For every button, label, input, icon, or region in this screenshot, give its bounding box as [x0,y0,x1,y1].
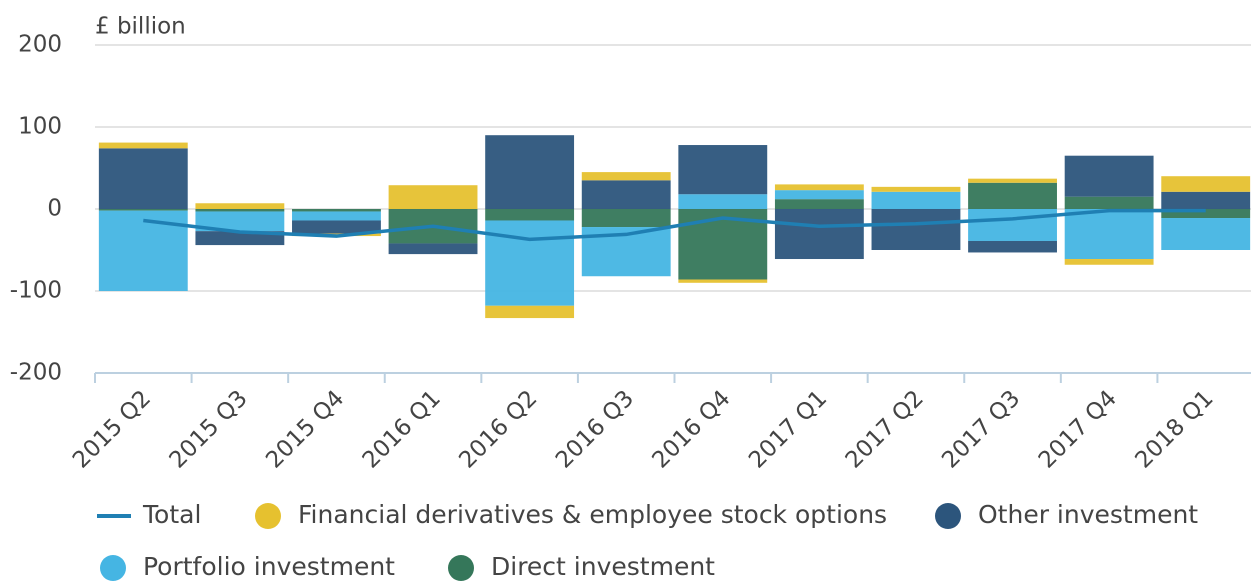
legend-label: Portfolio investment [143,552,395,581]
legend-marker [448,555,474,581]
line [143,208,1206,242]
bar [871,186,961,192]
x-tick-label: 2016 Q3 [551,385,639,473]
bar [678,194,768,209]
legend-label: Direct investment [491,552,715,581]
legend-label: Financial derivatives & employee stock o… [298,500,887,529]
y-tick-label: -100 [10,278,62,304]
x-tick-label: 2015 Q3 [165,385,253,473]
bar [1064,209,1154,260]
y-tick-label: 200 [18,32,62,58]
bar [678,145,768,195]
bar [388,243,478,255]
legend-marker [935,503,961,529]
bar [774,190,864,200]
bar [485,220,575,306]
legend-label: Total [142,500,201,529]
bar [968,178,1057,183]
bar [1161,176,1251,192]
bar [388,185,478,209]
bar [195,203,285,209]
bar [581,209,671,228]
bar [1064,155,1154,197]
bar [1161,209,1251,219]
x-tick-label: 2015 Q4 [261,385,349,473]
bar [774,199,864,209]
bar [292,220,381,234]
x-tick-label: 2016 Q4 [648,385,736,473]
legend-marker [255,503,281,529]
bar [98,148,188,209]
bar [1064,259,1154,265]
x-tick-label: 2017 Q2 [841,385,929,473]
bar [485,305,575,319]
x-tick-label: 2017 Q4 [1034,385,1122,473]
x-tick-label: 2016 Q1 [358,385,446,473]
legend-marker [100,555,126,581]
bar [1161,218,1251,250]
bar [968,209,1057,241]
bar [1064,196,1154,209]
bar [581,180,671,209]
x-tick-label: 2017 Q3 [937,385,1025,473]
bar [968,240,1057,253]
bar [195,209,285,212]
bar [871,209,961,250]
bar [485,209,575,221]
bar [774,209,864,260]
y-tick-label: 100 [18,114,62,140]
y-axis-label: £ billion [95,14,186,40]
bar [292,209,381,212]
bar [98,209,188,211]
y-tick-label: -200 [10,360,62,386]
x-tick-label: 2017 Q1 [744,385,832,473]
bar [292,211,381,221]
bar [1161,191,1251,209]
bar [678,279,768,283]
bar [98,142,188,149]
x-tick-label: 2016 Q2 [454,385,542,473]
x-tick-label: 2015 Q2 [68,385,156,473]
bar [968,182,1057,209]
bar [485,135,575,209]
legend-label: Other investment [978,500,1198,529]
x-tick-label: 2018 Q1 [1130,385,1218,473]
bar [871,191,961,209]
bar [774,184,864,191]
bar [195,211,285,232]
bar [581,172,671,181]
y-tick-label: 0 [47,196,62,222]
